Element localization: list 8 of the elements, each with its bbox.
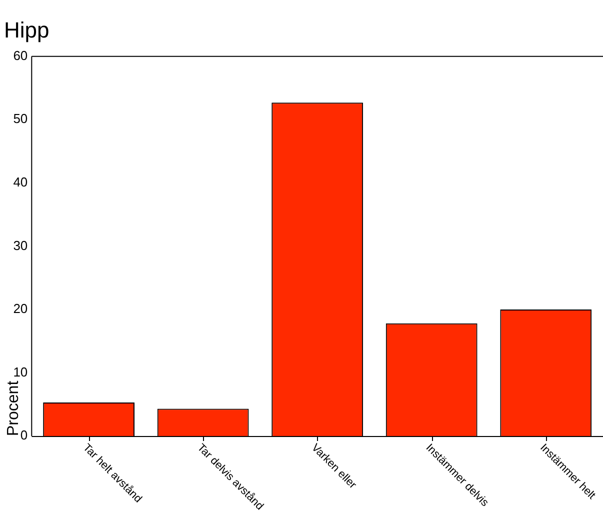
y-tick-label: 60 [13,48,28,63]
chart-title: Hipp [4,17,50,42]
y-tick-label: 50 [13,111,28,126]
y-tick-label: 30 [13,238,28,253]
y-tick-label: 40 [13,174,28,190]
y-tick-label: 20 [13,301,28,316]
y-tick-label: 0 [20,428,28,443]
y-tick-label: 10 [13,364,28,380]
